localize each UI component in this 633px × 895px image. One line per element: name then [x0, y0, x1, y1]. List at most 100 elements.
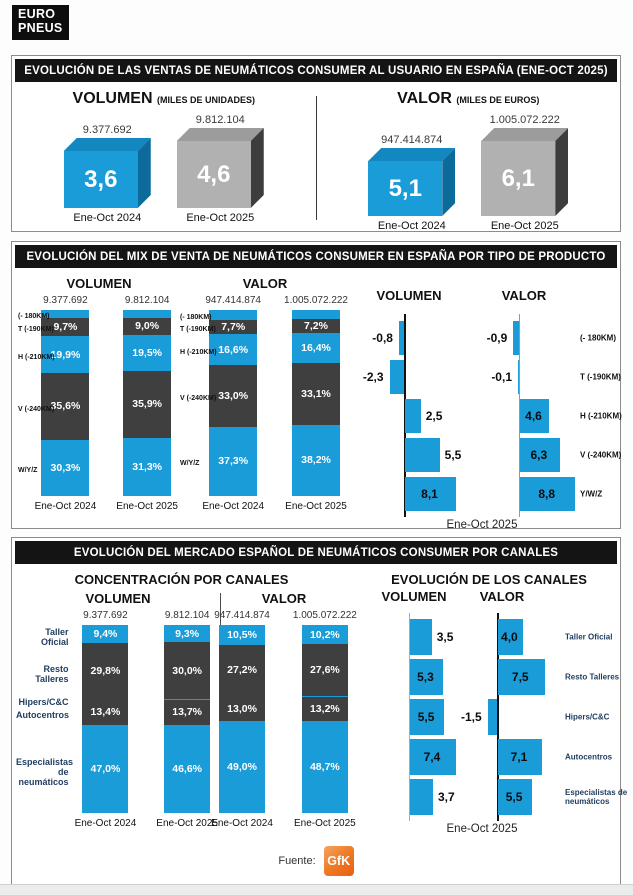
concentracion-panel: CONCENTRACIÓN POR CANALES VOLUMEN Taller … — [16, 568, 357, 843]
stacked-bar: 9,7% 19,9% 35,6% 30,3% — [41, 310, 90, 496]
tornado-bar — [405, 437, 440, 472]
stacked-bar: 9,0% 19,5% 35,9% 31,3% — [123, 310, 172, 496]
stacked-row-labels: Taller Oficial Resto Talleres Hipers/C&C Au… — [16, 627, 74, 816]
growth-value: 3,6 — [84, 165, 118, 193]
stacked-segment — [123, 310, 172, 318]
tornado-row-label: H (-210KM) — [580, 410, 622, 420]
stacked-segment: 16,4% — [292, 332, 341, 364]
stacked-segment: 46,6% — [164, 725, 211, 813]
stacked-category-label: Ene-Oct 2025 — [156, 818, 218, 829]
tornado-value-label: 3,5 — [436, 630, 454, 644]
bar-face: 3,6 — [63, 151, 138, 208]
stacked-segment: 38,2% — [292, 424, 341, 496]
stacked-category-label: Ene-Oct 2025 — [294, 818, 356, 829]
stacked-column: 1.005.072.222 10,2% 27,6% 13,2% 48,7% Ene-Oct… — [293, 610, 357, 829]
tornado-value-label: -0,9 — [486, 330, 508, 345]
tornado-bar — [410, 659, 443, 695]
bar-face: 5,1 — [368, 161, 443, 216]
tornado-row-label: Taller Oficial — [565, 632, 613, 642]
stacked-row-label: Resto Talleres — [35, 663, 69, 684]
bar-side-face — [137, 138, 151, 208]
tornado-bar — [405, 476, 457, 511]
bar-3d: 6,1 — [481, 128, 569, 216]
stacked-segment: 16,6% — [209, 334, 258, 366]
evolucion-canales-heading: EVOLUCIÓN DE LOS CANALES — [391, 572, 587, 587]
tornado-value-label: 3,7 — [437, 790, 455, 804]
tornado-value-label: 7,1 — [510, 750, 528, 764]
tornado-bar — [398, 320, 404, 355]
tornado-value-label: 2,5 — [425, 408, 443, 423]
stacked-body: (- 180KM) T (-190KM) H (-210KM) V (-240KM) W… — [180, 295, 348, 512]
bar-3d: 3,6 — [63, 138, 151, 208]
stacked-segment: 35,6% — [41, 373, 90, 440]
stacked-segment — [292, 310, 341, 320]
tornado-value-label: 5,5 — [505, 790, 523, 804]
tornado-value-label: 4,6 — [525, 408, 542, 423]
ventas-valor-chart: 947.414.874 5,1 Ene-Oct 2024 1.005.072.222 6… — [317, 114, 621, 232]
stacked-column: 1.005.072.222 7,2% 16,4% 33,1% 38,2% Ene-Oct … — [284, 295, 348, 512]
valor-title: VALOR — [397, 90, 452, 107]
valor-panel-title: VALOR (MILES DE EUROS) — [317, 90, 621, 108]
stacked-row-label: T (-190KM) — [180, 326, 216, 334]
stacked-row-label: Autocentros — [16, 709, 70, 720]
source-row: Fuente: GfK — [12, 846, 620, 876]
stacked-segment: 9,0% — [123, 317, 172, 335]
bar-side-face — [555, 128, 569, 216]
ventas-valor-panel: VALOR (MILES DE EUROS) 947.414.874 5,1 Ene… — [317, 82, 621, 232]
chart-title: VOLUMEN — [66, 276, 132, 291]
stacked-segment: 47,0% — [82, 724, 129, 813]
tornado-value-label: 7,4 — [423, 750, 441, 764]
canales-volumen-chart: VOLUMEN Taller Oficial Resto Talleres Hiper… — [16, 589, 218, 829]
tornado-row-label: Y/W/Z — [580, 488, 603, 498]
tornado-bar — [410, 739, 456, 775]
tornado-value-label: 5,3 — [417, 670, 434, 684]
stacked-row-label: W/Y/Z — [18, 466, 38, 474]
tornado-value-label: 8,8 — [538, 486, 556, 501]
stacked-segment: 10,2% — [301, 625, 348, 645]
stacked-row-label: T (-190KM) — [18, 326, 54, 334]
stacked-segment: 13,0% — [219, 696, 266, 721]
tornado-bar — [410, 619, 432, 655]
growth-value: 6,1 — [501, 164, 535, 192]
tornado-value-label: 8,1 — [421, 486, 438, 501]
section-mix: EVOLUCIÓN DEL MIX DE VENTA DE NEUMÁTICOS… — [11, 241, 622, 531]
tornado-period-label: Ene-Oct 2025 — [446, 823, 518, 835]
canales-valor-chart: VALOR 947.414.874 10,5% 27,2% 13,0% 49,0% Ene-… — [211, 589, 357, 829]
stacked-total-label: 947.414.874 — [214, 610, 270, 621]
tornado-bar — [520, 476, 576, 511]
stacked-segment — [219, 695, 266, 697]
stacked-column: 947.414.874 10,5% 27,2% 13,0% 49,0% Ene-Oct 2… — [211, 610, 273, 829]
vertical-divider — [315, 96, 317, 220]
stacked-total-label: 1.005.072.222 — [284, 295, 348, 306]
stacked-total-label: 1.005.072.222 — [292, 610, 357, 621]
stacked-segment: 30,0% — [164, 642, 211, 699]
stacked-segment: 9,3% — [164, 625, 211, 643]
stacked-row-label: Especialistas de neumáticos — [16, 756, 74, 787]
growth-value: 4,6 — [197, 160, 231, 188]
stacked-row-label: (- 180KM) — [18, 313, 50, 321]
bar-3d: 4,6 — [176, 128, 264, 208]
stacked-segment: 49,0% — [219, 720, 266, 813]
stacked-category-label: Ene-Oct 2024 — [74, 818, 137, 829]
stacked-segment: 30,3% — [41, 439, 90, 496]
bar-category-label: Ene-Oct 2025 — [186, 212, 255, 224]
stacked-segment — [209, 310, 258, 321]
tornado-column-title: VALOR — [479, 589, 525, 604]
bar-total-label: 9.377.692 — [82, 124, 132, 136]
stacked-segment: 9,4% — [82, 625, 129, 643]
bar-category-label: Ene-Oct 2024 — [377, 220, 446, 232]
growth-bar-unit: 9.377.692 3,6 Ene-Oct 2024 — [63, 124, 151, 224]
stacked-category-label: Ene-Oct 2025 — [116, 501, 178, 512]
tornado-row-label: T (-190KM) — [580, 371, 621, 381]
section-mix-content: VOLUMEN (- 180KM) T (-190KM) H (-210KM) V (-… — [12, 268, 622, 539]
stacked-body: 947.414.874 10,5% 27,2% 13,0% 49,0% Ene-Oct 2… — [211, 610, 357, 829]
stacked-segment: 13,4% — [82, 699, 129, 725]
chart-title: VOLUMEN — [85, 591, 151, 606]
source-label: Fuente: — [278, 855, 316, 867]
stacked-segment: 7,7% — [209, 320, 258, 335]
growth-bar-unit: 947.414.874 5,1 Ene-Oct 2024 — [368, 134, 456, 232]
stacked-total-label: 9.812.104 — [124, 295, 170, 306]
bar-category-label: Ene-Oct 2025 — [490, 220, 559, 232]
stacked-total-label: 947.414.874 — [205, 295, 261, 306]
stacked-row-label: H (-210KM) — [18, 353, 55, 361]
